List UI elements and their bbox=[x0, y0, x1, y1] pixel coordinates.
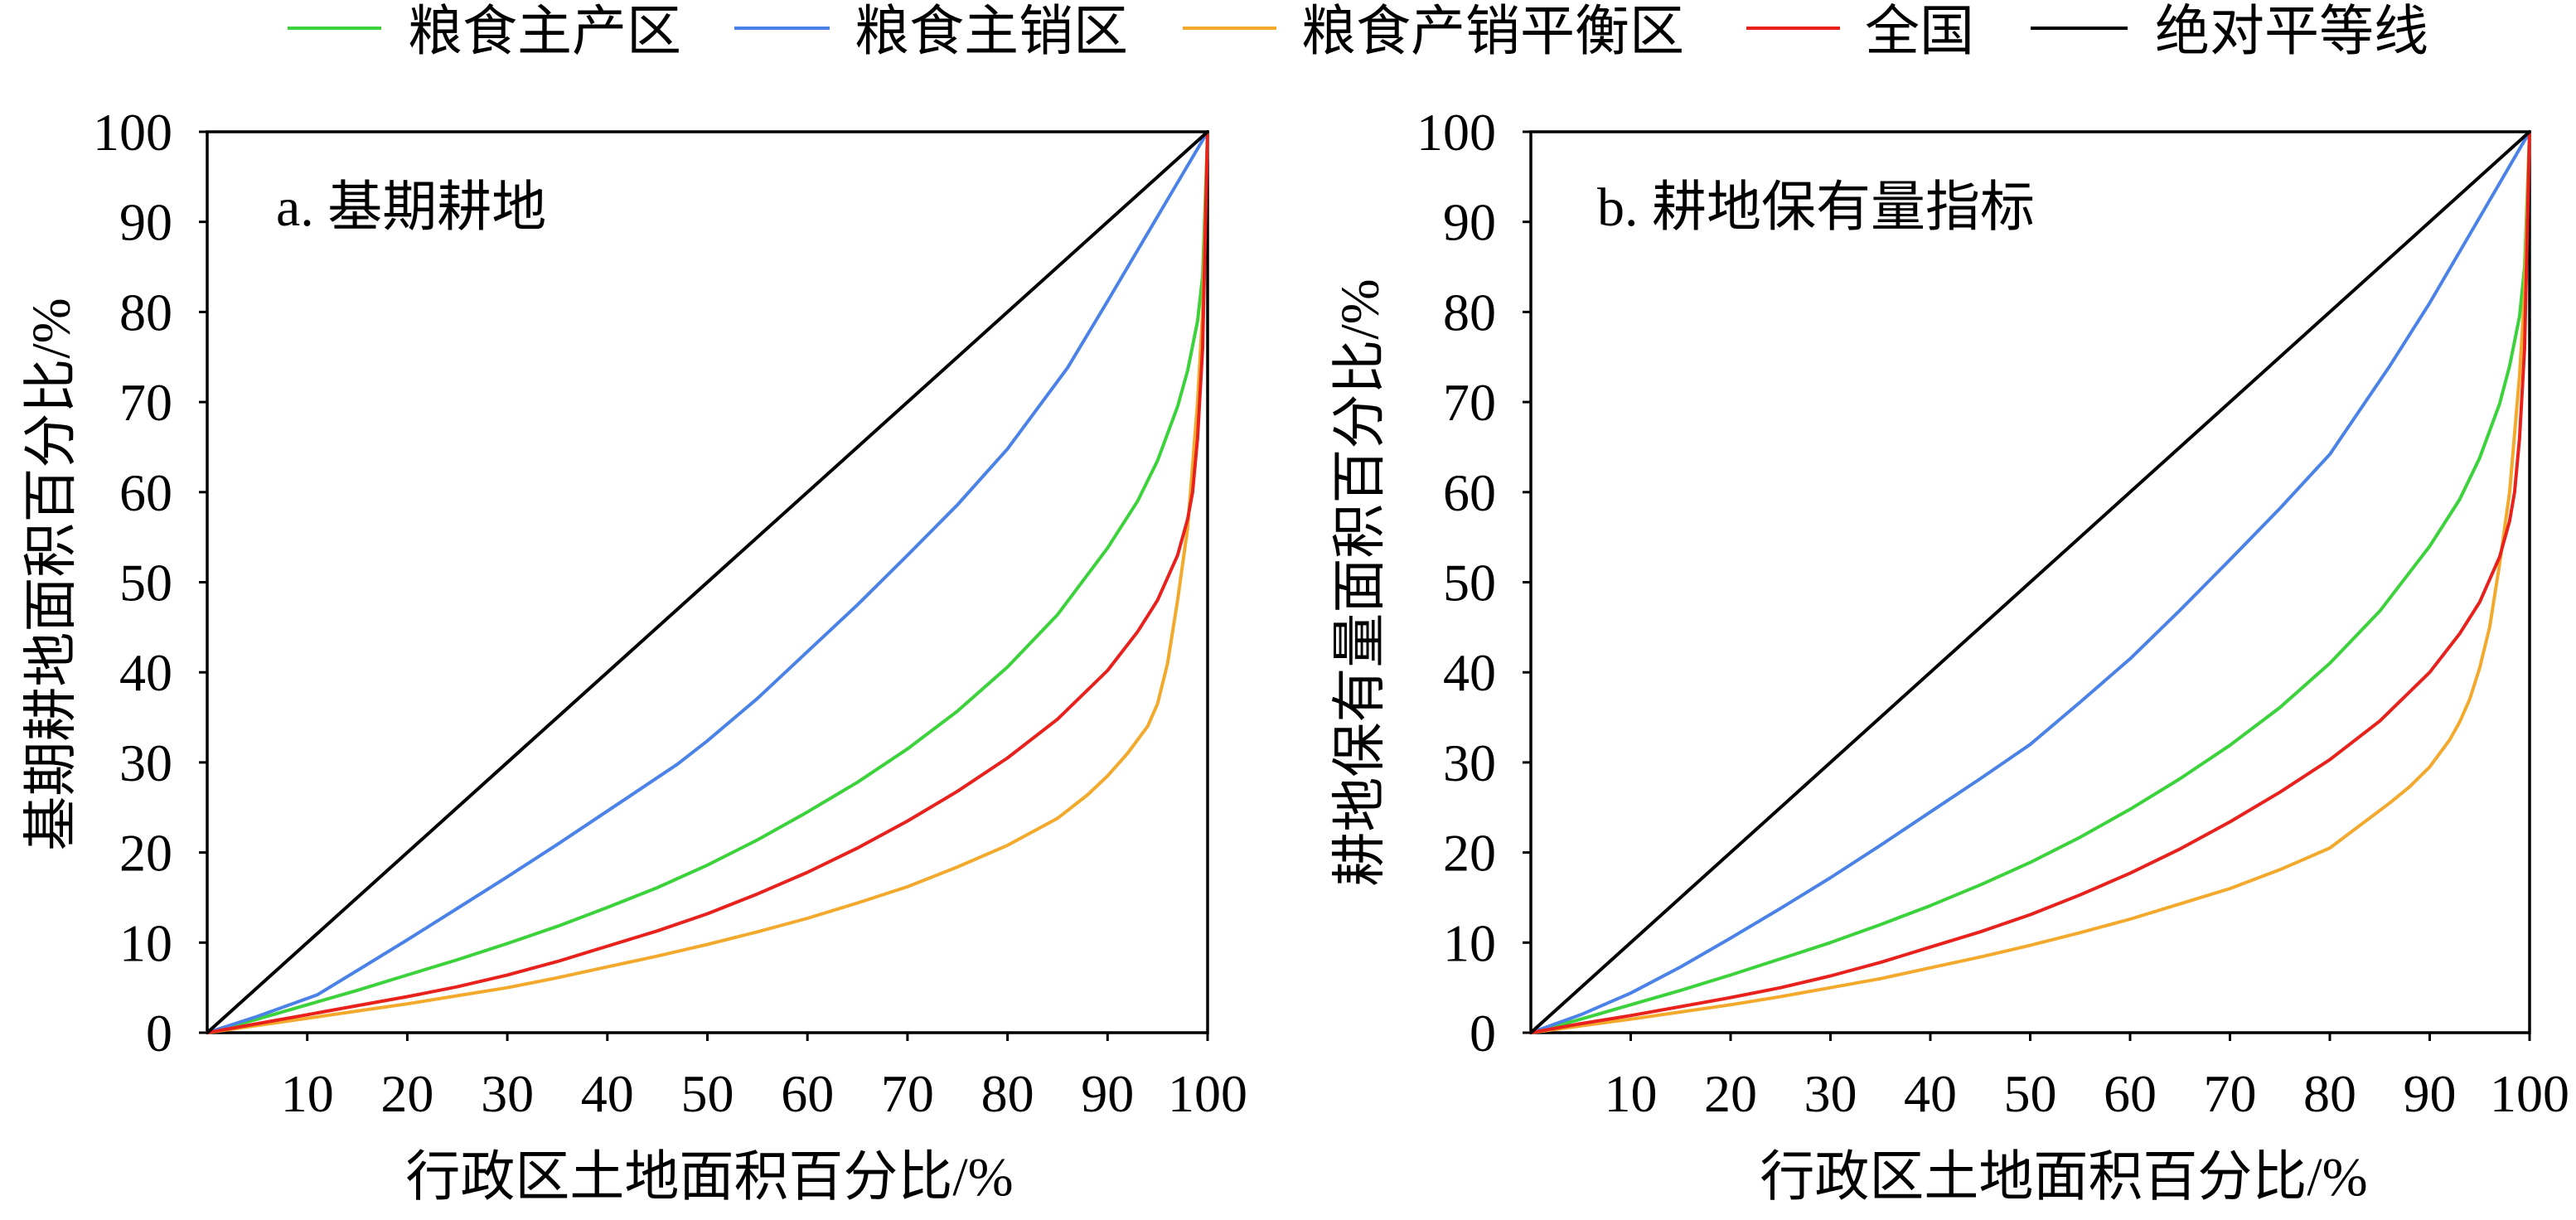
chart-b-x-tick-label: 40 bbox=[1904, 1064, 1957, 1123]
chart-b-y-tick-label: 70 bbox=[1443, 373, 1496, 432]
chart-b-y-tick-label: 50 bbox=[1443, 554, 1496, 612]
chart-b-line-absolute-equality bbox=[1529, 130, 2531, 1034]
chart-b-line-main-consuming-area bbox=[1529, 130, 2531, 1034]
legend-item-main-consuming-area: 粮食主销区 bbox=[734, 2, 1128, 62]
chart-a-title: a. 基期耕地 bbox=[276, 177, 546, 238]
legend-item-absolute-equality: 绝对平等线 bbox=[2031, 2, 2428, 62]
chart-a-y-tick-label: 90 bbox=[119, 193, 172, 252]
chart-a-x-tick-label: 30 bbox=[481, 1064, 534, 1123]
chart-b-x-tick-label: 10 bbox=[1605, 1064, 1658, 1123]
chart-a-y-tick-label: 50 bbox=[119, 554, 172, 612]
chart-a-x-tick-label: 90 bbox=[1081, 1064, 1134, 1123]
legend-label-main-producing-area: 粮食主产区 bbox=[408, 2, 681, 62]
chart-a-x-axis-label: 行政区土地面积百分比/% bbox=[405, 1147, 1013, 1208]
chart-a-line-balanced-area bbox=[206, 130, 1209, 1034]
chart-a-line-absolute-equality bbox=[206, 130, 1209, 1034]
legend-item-main-producing-area: 粮食主产区 bbox=[288, 2, 681, 62]
legend-item-national: 全国 bbox=[1746, 2, 1974, 62]
chart-a-line-national bbox=[206, 130, 1209, 1034]
chart-b-axes: 0 10 20 30 40 50 60 70 80 90 100 10 20 30 40 50 60 70 80 90… bbox=[1416, 103, 2569, 1123]
chart-b-y-tick-label: 40 bbox=[1443, 643, 1496, 702]
chart-a-x-tick-label: 60 bbox=[781, 1064, 834, 1123]
chart-b-y-tick-label: 0 bbox=[1470, 1004, 1496, 1063]
chart-a-x-tick-label: 70 bbox=[881, 1064, 934, 1123]
chart-a-y-tick-label: 20 bbox=[119, 824, 172, 883]
chart-a-line-main-consuming-area bbox=[206, 130, 1209, 1034]
chart-b-y-tick-label: 100 bbox=[1416, 103, 1496, 162]
chart-a-y-tick-label: 0 bbox=[146, 1004, 172, 1063]
chart-b-line-national bbox=[1529, 130, 2531, 1034]
chart-a-y-tick-label: 60 bbox=[119, 463, 172, 522]
chart-b-x-tick-label: 50 bbox=[2004, 1064, 2057, 1123]
chart-b-y-tick-label: 20 bbox=[1443, 824, 1496, 883]
chart-a-axes: 0 10 20 30 40 50 60 70 80 90 100 10 20 30 40 50 60 70 80 90… bbox=[93, 103, 1247, 1123]
legend-label-absolute-equality: 绝对平等线 bbox=[2155, 2, 2428, 62]
chart-b-x-tick-label: 100 bbox=[2490, 1064, 2569, 1123]
chart-b-series bbox=[1529, 130, 2531, 1034]
chart-b-y-tick-label: 30 bbox=[1443, 733, 1496, 792]
legend-label-balanced-area: 粮食产销平衡区 bbox=[1301, 2, 1684, 62]
chart-a-x-tick-label: 50 bbox=[681, 1064, 734, 1123]
chart-a-y-tick-label: 100 bbox=[93, 103, 172, 162]
chart-a-y-tick-label: 70 bbox=[119, 373, 172, 432]
chart-a-x-tick-label: 10 bbox=[281, 1064, 334, 1123]
legend: 粮食主产区 粮食主销区 粮食产销平衡区 全国 绝对平等线 bbox=[288, 2, 2428, 62]
chart-b-y-tick-label: 10 bbox=[1443, 913, 1496, 972]
chart-b-y-axis-label: 耕地保有量面积百分比/% bbox=[1330, 278, 1391, 886]
chart-b-x-tick-label: 90 bbox=[2404, 1064, 2457, 1123]
chart-a-y-axis-label: 基期耕地面积百分比/% bbox=[22, 298, 82, 850]
chart-b-y-tick-label: 60 bbox=[1443, 463, 1496, 522]
chart-a-x-tick-label: 100 bbox=[1168, 1064, 1247, 1123]
chart-a-line-main-producing-area bbox=[206, 130, 1209, 1034]
chart-b-x-tick-label: 60 bbox=[2104, 1064, 2157, 1123]
chart-a-y-tick-label: 40 bbox=[119, 643, 172, 702]
chart-a-x-tick-label: 80 bbox=[981, 1064, 1034, 1123]
chart-a-series bbox=[206, 130, 1209, 1034]
chart-a-x-tick-label: 20 bbox=[380, 1064, 433, 1123]
chart-b-line-balanced-area bbox=[1529, 130, 2531, 1034]
legend-label-national: 全国 bbox=[1865, 2, 1974, 62]
chart-b-x-tick-label: 20 bbox=[1704, 1064, 1757, 1123]
chart-b-y-tick-label: 80 bbox=[1443, 283, 1496, 341]
legend-label-main-consuming-area: 粮食主销区 bbox=[855, 2, 1128, 62]
chart-b-x-tick-label: 30 bbox=[1804, 1064, 1857, 1123]
chart-b-plot-frame bbox=[1529, 130, 2531, 1034]
chart-a-y-tick-label: 10 bbox=[119, 913, 172, 972]
chart-b-title: b. 耕地保有量指标 bbox=[1597, 177, 2035, 238]
chart-b-y-tick-label: 90 bbox=[1443, 193, 1496, 252]
legend-item-balanced-area: 粮食产销平衡区 bbox=[1183, 2, 1684, 62]
chart-b: 0 10 20 30 40 50 60 70 80 90 100 10 20 30 40 50 60 70 80 90… bbox=[1330, 103, 2570, 1208]
chart-a-y-tick-label: 80 bbox=[119, 283, 172, 341]
chart-b-x-tick-label: 70 bbox=[2204, 1064, 2257, 1123]
chart-a-x-tick-label: 40 bbox=[581, 1064, 634, 1123]
chart-b-x-tick-label: 80 bbox=[2303, 1064, 2356, 1123]
chart-a-plot-frame bbox=[206, 130, 1209, 1034]
chart-a: 0 10 20 30 40 50 60 70 80 90 100 10 20 30 40 50 60 70 80 90… bbox=[22, 103, 1248, 1208]
chart-b-x-axis-label: 行政区土地面积百分比/% bbox=[1760, 1147, 2367, 1208]
chart-b-line-main-producing-area bbox=[1529, 130, 2531, 1034]
chart-a-y-tick-label: 30 bbox=[119, 733, 172, 792]
